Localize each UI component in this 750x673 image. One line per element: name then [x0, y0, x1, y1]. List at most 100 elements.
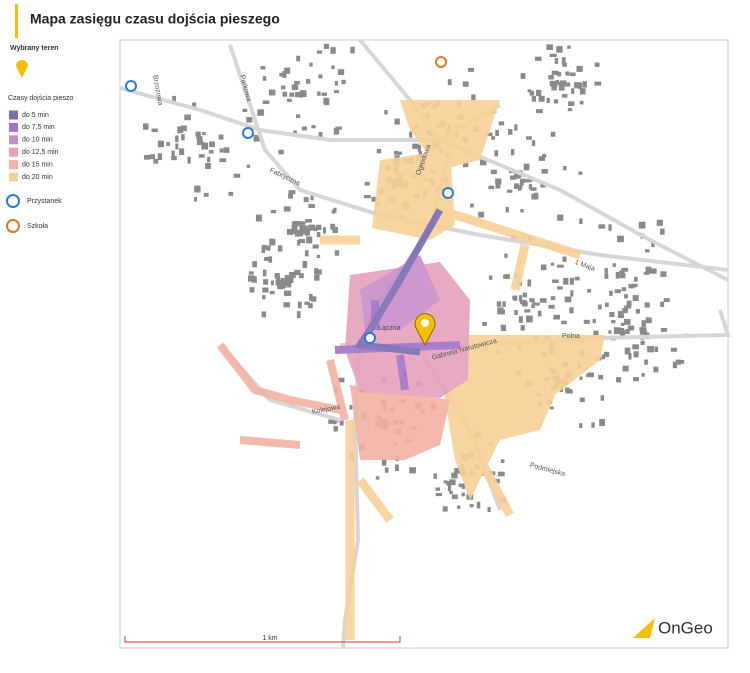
building — [338, 377, 345, 383]
building — [591, 422, 595, 428]
building — [305, 218, 312, 223]
building — [442, 506, 448, 512]
building — [249, 287, 255, 293]
building — [604, 302, 609, 308]
building — [262, 76, 267, 81]
building — [196, 140, 201, 146]
building — [638, 221, 646, 229]
building — [375, 476, 380, 480]
building — [622, 267, 629, 272]
building — [529, 90, 534, 96]
building — [317, 91, 321, 96]
building — [491, 136, 496, 140]
building — [255, 214, 262, 222]
school[interactable] — [435, 56, 447, 68]
building — [569, 277, 574, 285]
building — [514, 173, 521, 179]
building — [228, 191, 234, 196]
building — [286, 280, 292, 288]
building — [323, 43, 330, 49]
building — [333, 426, 338, 432]
building — [557, 71, 562, 77]
building — [396, 151, 402, 155]
building — [304, 250, 309, 257]
bus-stop[interactable] — [364, 332, 376, 344]
building — [270, 210, 277, 214]
building — [201, 141, 205, 146]
legend: Wybrany teren Czasy dojścia pieszo do 5 … — [6, 45, 73, 233]
building — [447, 484, 452, 492]
building — [305, 228, 311, 236]
selected-location-marker[interactable] — [414, 313, 436, 347]
building — [654, 346, 659, 353]
building — [178, 148, 185, 156]
street-label: Łączna — [378, 325, 401, 332]
building — [223, 147, 230, 153]
building — [157, 153, 163, 161]
zone-5-roads — [353, 208, 444, 356]
building — [294, 80, 300, 85]
building — [660, 271, 667, 277]
building — [561, 320, 567, 325]
building — [308, 294, 313, 301]
building — [531, 300, 535, 304]
building — [417, 144, 421, 152]
building — [277, 284, 281, 290]
building — [487, 507, 491, 513]
building — [314, 274, 320, 281]
building — [349, 405, 353, 410]
building — [316, 254, 321, 259]
building — [641, 373, 645, 377]
building — [281, 281, 287, 289]
building — [660, 228, 665, 235]
building — [546, 97, 550, 104]
building — [624, 294, 628, 299]
building — [502, 301, 506, 307]
building — [548, 304, 555, 309]
building — [461, 492, 465, 497]
building — [495, 130, 500, 137]
building — [394, 118, 400, 125]
building — [622, 307, 628, 314]
building — [535, 56, 542, 61]
building — [315, 224, 322, 230]
building — [617, 235, 624, 243]
building — [310, 194, 314, 201]
building — [323, 97, 328, 105]
building — [219, 148, 224, 153]
building — [675, 359, 681, 365]
map: Brzozowa Parkowa Fabryczna Ogrodowa Łącz… — [119, 38, 731, 649]
building — [288, 193, 293, 199]
building — [268, 89, 276, 96]
building — [574, 276, 580, 281]
title: Mapa zasięgu czasu dojścia pieszego — [30, 11, 280, 27]
building — [647, 346, 654, 353]
bus-stop[interactable] — [242, 127, 254, 139]
building — [608, 330, 612, 334]
building — [201, 142, 209, 150]
building — [142, 123, 149, 130]
building — [318, 74, 323, 79]
bus-stop[interactable] — [125, 80, 137, 92]
building — [641, 320, 646, 327]
building — [623, 319, 631, 325]
building — [571, 88, 575, 94]
building — [490, 169, 497, 175]
building — [247, 275, 255, 282]
building — [550, 262, 555, 266]
building — [558, 84, 565, 91]
building — [469, 504, 474, 508]
building — [261, 247, 266, 253]
building — [289, 92, 295, 97]
legend-school: Szkoła — [27, 223, 48, 230]
building — [261, 244, 267, 250]
building — [143, 154, 151, 160]
building — [633, 276, 638, 282]
building — [628, 352, 632, 360]
bus-stop[interactable] — [442, 187, 454, 199]
building — [498, 121, 505, 126]
building — [282, 91, 288, 97]
building — [233, 173, 241, 178]
building — [520, 178, 526, 183]
building — [593, 330, 599, 336]
